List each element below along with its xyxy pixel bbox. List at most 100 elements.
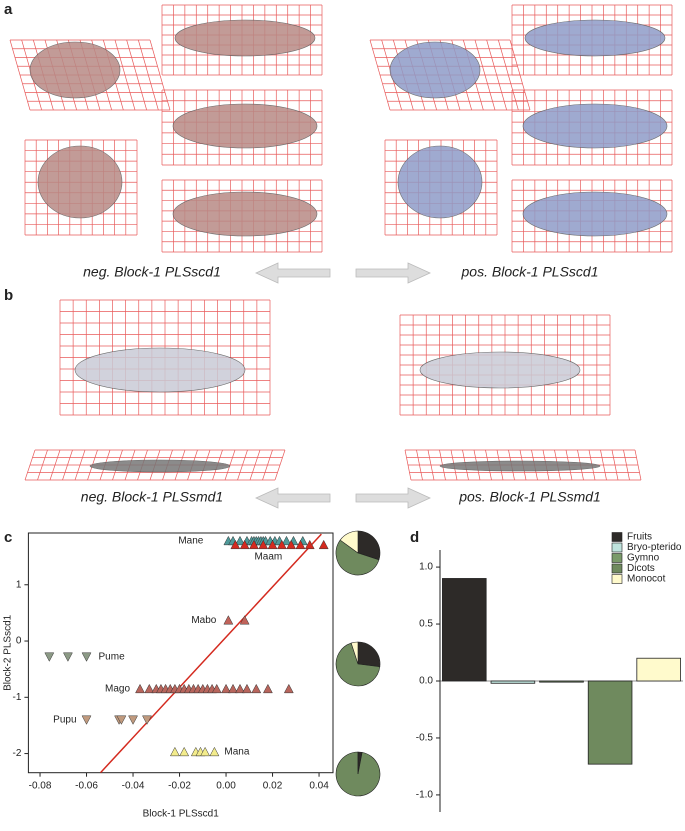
- legend-label: Dicots: [627, 563, 655, 574]
- fit-line: [99, 533, 322, 773]
- point: [209, 746, 220, 757]
- panel-label: c: [4, 529, 12, 546]
- point: [128, 715, 138, 725]
- bar: [442, 578, 487, 682]
- legend-label: Fruits: [627, 532, 652, 543]
- point: [81, 715, 92, 725]
- panel-label: d: [410, 529, 419, 546]
- specimen: [522, 103, 668, 149]
- point: [144, 683, 155, 694]
- point: [286, 539, 297, 550]
- legend-label: Bryo-pterido: [627, 542, 682, 553]
- pie-slice: [350, 641, 359, 665]
- point: [228, 683, 238, 694]
- pie-slice: [357, 530, 381, 561]
- point: [142, 715, 152, 725]
- y-tick-label: 1: [16, 579, 22, 590]
- arrows: [255, 262, 431, 509]
- plot-frame: [27, 532, 334, 774]
- pie-slice: [357, 641, 381, 668]
- point: [267, 539, 278, 550]
- point: [169, 746, 180, 757]
- caption: pos. Block-1 PLSsmd1: [458, 489, 601, 505]
- specimen-images: [9, 4, 673, 481]
- legend-label: Gymno: [627, 553, 660, 564]
- x-tick-label: 0.04: [309, 780, 329, 791]
- specimen: [172, 191, 318, 237]
- specimen: [524, 19, 666, 57]
- y-axis-label: Block-2 PLSscd1: [3, 614, 14, 691]
- legend-swatch: [611, 563, 623, 574]
- panel-label: a: [4, 1, 13, 18]
- panel-label: b: [4, 287, 13, 304]
- point: [251, 683, 262, 694]
- point: [135, 683, 145, 694]
- point: [258, 539, 269, 550]
- point: [63, 652, 73, 662]
- pie-slice: [335, 642, 381, 687]
- caption: pos. Block-1 PLSscd1: [461, 264, 599, 280]
- series-label: Pupu: [53, 714, 76, 725]
- point: [239, 615, 250, 625]
- caption: neg. Block-1 PLSscd1: [83, 264, 221, 280]
- pie-slice: [335, 539, 380, 576]
- series-label: Mana: [224, 747, 249, 758]
- point: [242, 683, 252, 694]
- point: [304, 539, 315, 550]
- legend-swatch: [611, 532, 623, 542]
- bar: [587, 680, 633, 765]
- specimen: [397, 145, 483, 219]
- y-tick-label: 0.5: [419, 619, 433, 630]
- specimen: [419, 351, 581, 389]
- point: [249, 539, 259, 550]
- specimen: [174, 19, 316, 57]
- y-tick-label: -2: [12, 748, 21, 759]
- point: [318, 539, 329, 550]
- point: [81, 652, 92, 662]
- x-tick-label: -0.04: [122, 780, 145, 791]
- x-tick-label: 0.00: [216, 780, 236, 791]
- x-tick-label: -0.08: [29, 780, 52, 791]
- y-tick-label: 0.0: [419, 676, 433, 687]
- point: [230, 539, 241, 550]
- series-label: Mabo: [191, 615, 216, 626]
- bar: [539, 680, 584, 683]
- specimen: [37, 145, 123, 219]
- specimen: [389, 41, 481, 99]
- legend-swatch: [611, 553, 623, 563]
- point: [116, 715, 127, 725]
- point: [223, 615, 234, 625]
- point: [200, 746, 211, 757]
- y-tick-label: -1: [12, 692, 21, 703]
- specimen: [89, 459, 231, 473]
- point: [283, 683, 294, 694]
- y-tick-label: -1.0: [416, 790, 434, 801]
- point: [281, 535, 292, 546]
- point: [295, 539, 306, 550]
- y-tick-label: -0.5: [416, 733, 434, 744]
- point: [262, 683, 273, 694]
- point: [44, 652, 55, 662]
- caption: neg. Block-1 PLSsmd1: [81, 489, 223, 505]
- bar: [636, 657, 681, 682]
- point: [179, 746, 190, 757]
- x-axis-label: Block-1 PLSscd1: [143, 809, 220, 820]
- x-tick-label: -0.02: [168, 780, 191, 791]
- series-label: Mane: [178, 536, 203, 547]
- point: [235, 535, 245, 546]
- point: [235, 683, 245, 694]
- series-label: Maam: [254, 551, 282, 562]
- series-label: Mago: [105, 684, 130, 695]
- x-tick-label: 0.02: [263, 780, 283, 791]
- specimen: [74, 347, 246, 393]
- point: [276, 539, 287, 550]
- x-tick-label: -0.06: [75, 780, 98, 791]
- y-tick-label: 0: [16, 636, 22, 647]
- point: [239, 539, 250, 550]
- y-tick-label: 1.0: [419, 562, 433, 573]
- legend-swatch: [611, 542, 623, 553]
- legend-swatch: [611, 574, 623, 584]
- specimen: [29, 41, 121, 99]
- bar: [490, 680, 536, 684]
